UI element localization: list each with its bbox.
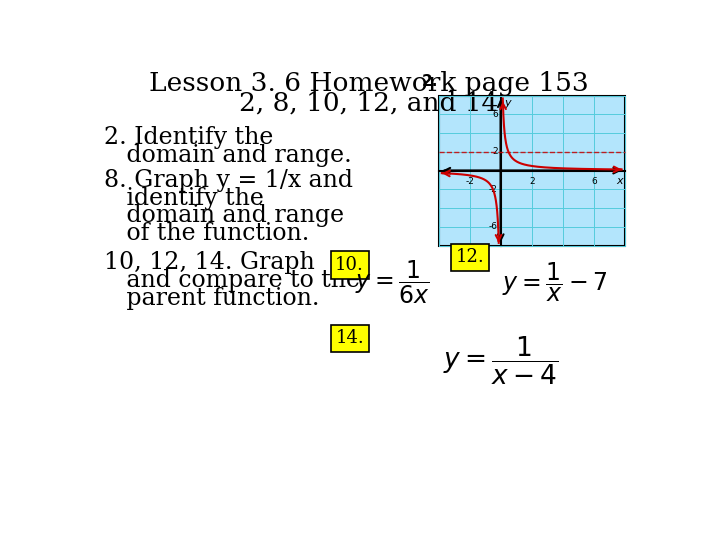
Text: Lesson 3. 6 Homework page 153: Lesson 3. 6 Homework page 153 [149,71,589,96]
Text: x: x [616,176,624,186]
Text: 2, 8, 10, 12, and 14: 2, 8, 10, 12, and 14 [239,91,499,116]
Text: 10.: 10. [336,256,364,274]
Text: $y = \dfrac{1}{x - 4}$: $y = \dfrac{1}{x - 4}$ [443,335,559,387]
Text: $y = \dfrac{1}{6x}$: $y = \dfrac{1}{6x}$ [355,258,430,306]
Text: 6: 6 [591,177,597,186]
Text: 10, 12, 14. Graph: 10, 12, 14. Graph [104,251,315,274]
Text: 12.: 12. [455,248,484,266]
Text: domain and range.: domain and range. [104,144,351,167]
FancyBboxPatch shape [438,96,625,246]
Text: $y = \dfrac{1}{x} - 7$: $y = \dfrac{1}{x} - 7$ [503,260,608,303]
Text: and compare to the: and compare to the [104,269,360,292]
Text: 8. Graph y = 1/x and: 8. Graph y = 1/x and [104,169,353,192]
Text: domain and range: domain and range [104,204,344,227]
Text: y: y [505,98,511,108]
Text: 2. Identify the: 2. Identify the [104,126,274,150]
Text: -6: -6 [489,222,498,232]
Text: -2: -2 [465,177,474,186]
Text: -2: -2 [489,185,498,194]
Text: of the function.: of the function. [104,222,310,245]
Text: 2: 2 [492,147,498,157]
Text: identify the: identify the [104,186,264,210]
Text: 6: 6 [492,110,498,119]
Text: parent function.: parent function. [104,287,320,309]
Text: 2: 2 [529,177,534,186]
Text: 14.: 14. [336,329,364,347]
Text: 2.: 2. [422,75,438,90]
